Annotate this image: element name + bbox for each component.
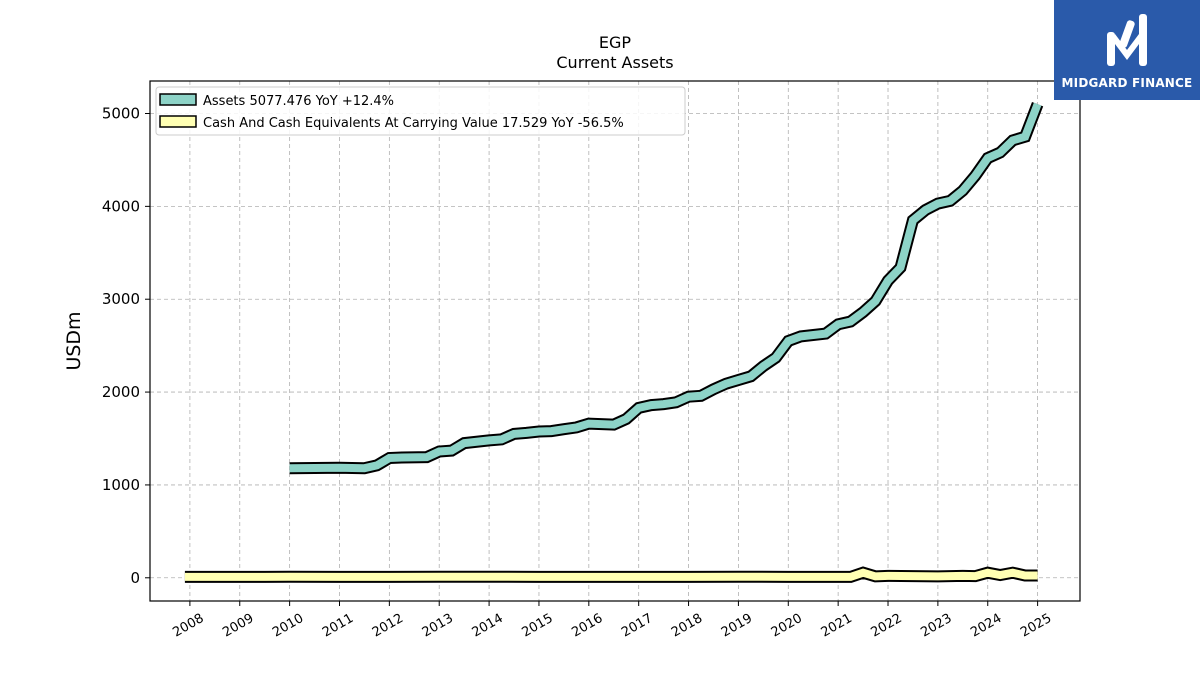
x-tick-label: 2013 [420,611,456,641]
x-tick-label: 2022 [869,611,905,641]
legend-label-assets: Assets 5077.476 YoY +12.4% [203,94,394,109]
chart-subtitle: Current Assets [556,53,673,72]
y-axis: 0 1000 2000 3000 4000 5000 [102,105,150,587]
x-axis: 2008 2009 2010 2011 2012 2013 2014 2015 2016 2017… [170,601,1054,640]
x-tick-label: 2018 [669,611,705,641]
legend-label-cash: Cash And Cash Equivalents At Carrying Va… [203,116,624,131]
x-tick-label: 2009 [220,611,256,641]
series-outline-0 [289,102,1044,475]
brand-name: MIDGARD FINANCE [1061,76,1193,90]
x-tick-label: 2017 [619,611,655,641]
x-tick-label: 2014 [470,611,506,641]
x-tick-label: 2025 [1018,611,1054,641]
brand-logo: MIDGARD FINANCE [1054,0,1200,100]
y-tick-label: 5000 [102,105,140,123]
series-line-0 [289,102,1042,473]
x-tick-label: 2008 [170,611,206,641]
legend-box [155,86,686,136]
x-tick-label: 2011 [320,611,356,641]
x-tick-label: 2021 [819,611,855,641]
x-tick-label: 2012 [370,611,406,641]
x-tick-label: 2019 [719,611,755,641]
x-tick-label: 2010 [270,611,306,641]
y-tick-label: 1000 [102,476,140,494]
plot-area [149,80,1081,602]
legend-swatch-assets [159,93,197,106]
legend: Assets 5077.476 YoY +12.4% Cash And Cash… [155,86,686,136]
chart-title: EGP [599,33,632,52]
x-tick-label: 2020 [769,611,805,641]
y-tick-label: 0 [130,569,140,587]
y-tick-label: 3000 [102,290,140,308]
series-line-1 [184,568,1038,581]
y-tick-label: 2000 [102,383,140,401]
x-tick-label: 2015 [519,611,555,641]
y-tick-label: 4000 [102,197,140,215]
x-tick-label: 2024 [968,611,1004,641]
legend-swatch-cash [159,115,197,128]
grid [150,81,1080,601]
x-tick-label: 2023 [918,611,954,641]
midgard-logo-icon [1107,14,1147,66]
y-axis-label: USDm [63,311,85,370]
series-lines [184,102,1044,583]
x-tick-label: 2016 [569,611,605,641]
